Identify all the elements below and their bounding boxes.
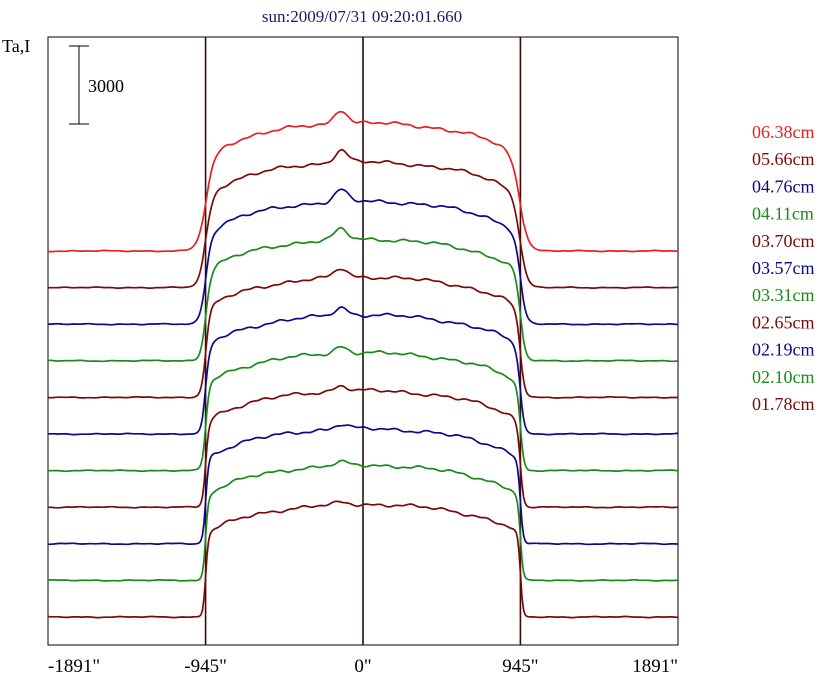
legend-item-02.19cm: 02.19cm <box>752 340 815 360</box>
chart-title: sun:2009/07/31 09:20:01.660 <box>262 7 462 26</box>
legend: 06.38cm 05.66cm 04.76cm 04.11cm 03.70cm 03.57… <box>752 122 815 414</box>
series-line-03.70cm <box>47 268 678 399</box>
x-tick-label-1: -945" <box>184 656 227 677</box>
scale-bar-label: 3000 <box>88 76 124 96</box>
series-line-03.31cm <box>47 346 679 473</box>
legend-item-03.57cm: 03.57cm <box>752 258 815 278</box>
scale-bar: 3000 <box>69 45 124 125</box>
series-line-02.10cm <box>47 459 679 582</box>
x-tick-label-3: 945" <box>502 656 538 677</box>
legend-item-05.66cm: 05.66cm <box>752 149 815 169</box>
x-tick-label-2: 0" <box>354 656 371 677</box>
legend-item-02.10cm: 02.10cm <box>752 367 815 387</box>
legend-item-06.38cm: 06.38cm <box>752 122 815 142</box>
legend-item-03.31cm: 03.31cm <box>752 285 815 305</box>
legend-item-02.65cm: 02.65cm <box>752 312 815 332</box>
series-line-04.11cm <box>48 226 678 363</box>
series-line-04.76cm <box>48 188 679 326</box>
legend-item-03.70cm: 03.70cm <box>752 231 815 251</box>
series-line-06.38cm <box>47 110 678 253</box>
y-axis-label: Ta,I <box>2 36 30 56</box>
series-line-02.65cm <box>48 384 678 509</box>
x-tick-labels: -1891" -945" 0" 945" 1891" <box>48 656 678 677</box>
legend-item-04.11cm: 04.11cm <box>752 204 814 224</box>
x-tick-label-0: -1891" <box>48 656 100 677</box>
series-line-03.57cm <box>47 306 678 436</box>
vertical-reference-lines <box>204 37 522 645</box>
legend-item-01.78cm: 01.78cm <box>752 394 815 414</box>
series-line-01.78cm <box>47 500 679 619</box>
series-line-02.19cm <box>47 424 678 546</box>
x-tick-label-4: 1891" <box>632 656 678 677</box>
legend-item-04.76cm: 04.76cm <box>752 176 815 196</box>
series-line-05.66cm <box>47 148 679 289</box>
series-curves <box>47 110 679 619</box>
